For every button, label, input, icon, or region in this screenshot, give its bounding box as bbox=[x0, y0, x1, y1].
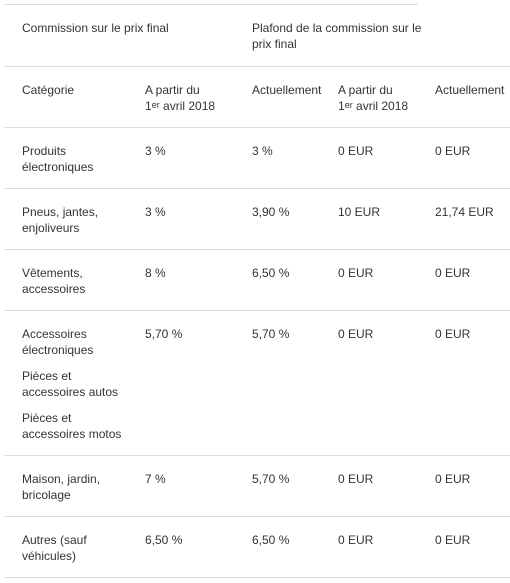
category-cell: Accessoires électroniques Pièces et acce… bbox=[22, 326, 132, 442]
commission-current-cell: 6,50 % bbox=[252, 533, 290, 547]
cap-from-cell: 0 EUR bbox=[338, 472, 374, 486]
category-cell: Produits électroniques bbox=[22, 143, 132, 175]
commission-from-cell: 3 % bbox=[145, 144, 166, 158]
row-divider bbox=[4, 249, 510, 250]
cap-current-cell: 0 EUR bbox=[435, 533, 471, 547]
cap-from-cell: 10 EUR bbox=[338, 205, 381, 219]
group-header-commission: Commission sur le prix final bbox=[22, 21, 169, 35]
commission-current-cell: 3,90 % bbox=[252, 205, 290, 219]
group-header-plafond: Plafond de la commission sur le prix fin… bbox=[252, 21, 422, 51]
commission-from-cell: 5,70 % bbox=[145, 327, 183, 341]
row-divider bbox=[4, 188, 510, 189]
table-top-border bbox=[4, 4, 418, 5]
row-divider bbox=[4, 310, 510, 311]
commission-from-cell: 8 % bbox=[145, 266, 166, 280]
category-cell: Maison, jardin, bricolage bbox=[22, 471, 132, 503]
category-label: Vêtements, accessoires bbox=[22, 266, 86, 296]
commission-from-cell: 6,50 % bbox=[145, 533, 183, 547]
column-header-from-date: A partir du 1er avril 2018 bbox=[338, 83, 409, 113]
category-label: Autres (sauf véhicules) bbox=[22, 533, 87, 563]
row-divider bbox=[4, 455, 510, 456]
category-label: Pièces et accessoires motos bbox=[22, 411, 122, 441]
category-cell: Autres (sauf véhicules) bbox=[22, 532, 132, 564]
header-divider bbox=[4, 66, 510, 67]
category-label: Maison, jardin, bricolage bbox=[22, 472, 101, 502]
cap-from-cell: 0 EUR bbox=[338, 533, 374, 547]
column-header-current: Actuellement bbox=[252, 83, 322, 97]
column-header-from-date: A partir du 1er avril 2018 bbox=[145, 83, 216, 113]
column-header-current: Actuellement bbox=[435, 83, 505, 97]
category-label: Accessoires électroniques bbox=[22, 327, 94, 357]
category-cell: Vêtements, accessoires bbox=[22, 265, 132, 297]
category-label: Produits électroniques bbox=[22, 144, 94, 174]
commission-current-cell: 3 % bbox=[252, 144, 273, 158]
commission-from-cell: 3 % bbox=[145, 205, 166, 219]
column-header-categorie: Catégorie bbox=[22, 83, 75, 97]
commission-current-cell: 5,70 % bbox=[252, 327, 290, 341]
category-label: Pièces et accessoires autos bbox=[22, 369, 119, 399]
commission-current-cell: 6,50 % bbox=[252, 266, 290, 280]
column-header-divider bbox=[4, 127, 510, 128]
cap-from-cell: 0 EUR bbox=[338, 144, 374, 158]
cap-current-cell: 0 EUR bbox=[435, 144, 471, 158]
commission-current-cell: 5,70 % bbox=[252, 472, 290, 486]
cap-from-cell: 0 EUR bbox=[338, 327, 374, 341]
commission-from-cell: 7 % bbox=[145, 472, 166, 486]
cap-current-cell: 0 EUR bbox=[435, 327, 471, 341]
cap-from-cell: 0 EUR bbox=[338, 266, 374, 280]
cap-current-cell: 21,74 EUR bbox=[435, 205, 494, 219]
cap-current-cell: 0 EUR bbox=[435, 266, 471, 280]
table-bottom-border bbox=[4, 577, 510, 578]
cap-current-cell: 0 EUR bbox=[435, 472, 471, 486]
category-label: Pneus, jantes, enjoliveurs bbox=[22, 205, 99, 235]
category-cell: Pneus, jantes, enjoliveurs bbox=[22, 204, 132, 236]
row-divider bbox=[4, 516, 510, 517]
